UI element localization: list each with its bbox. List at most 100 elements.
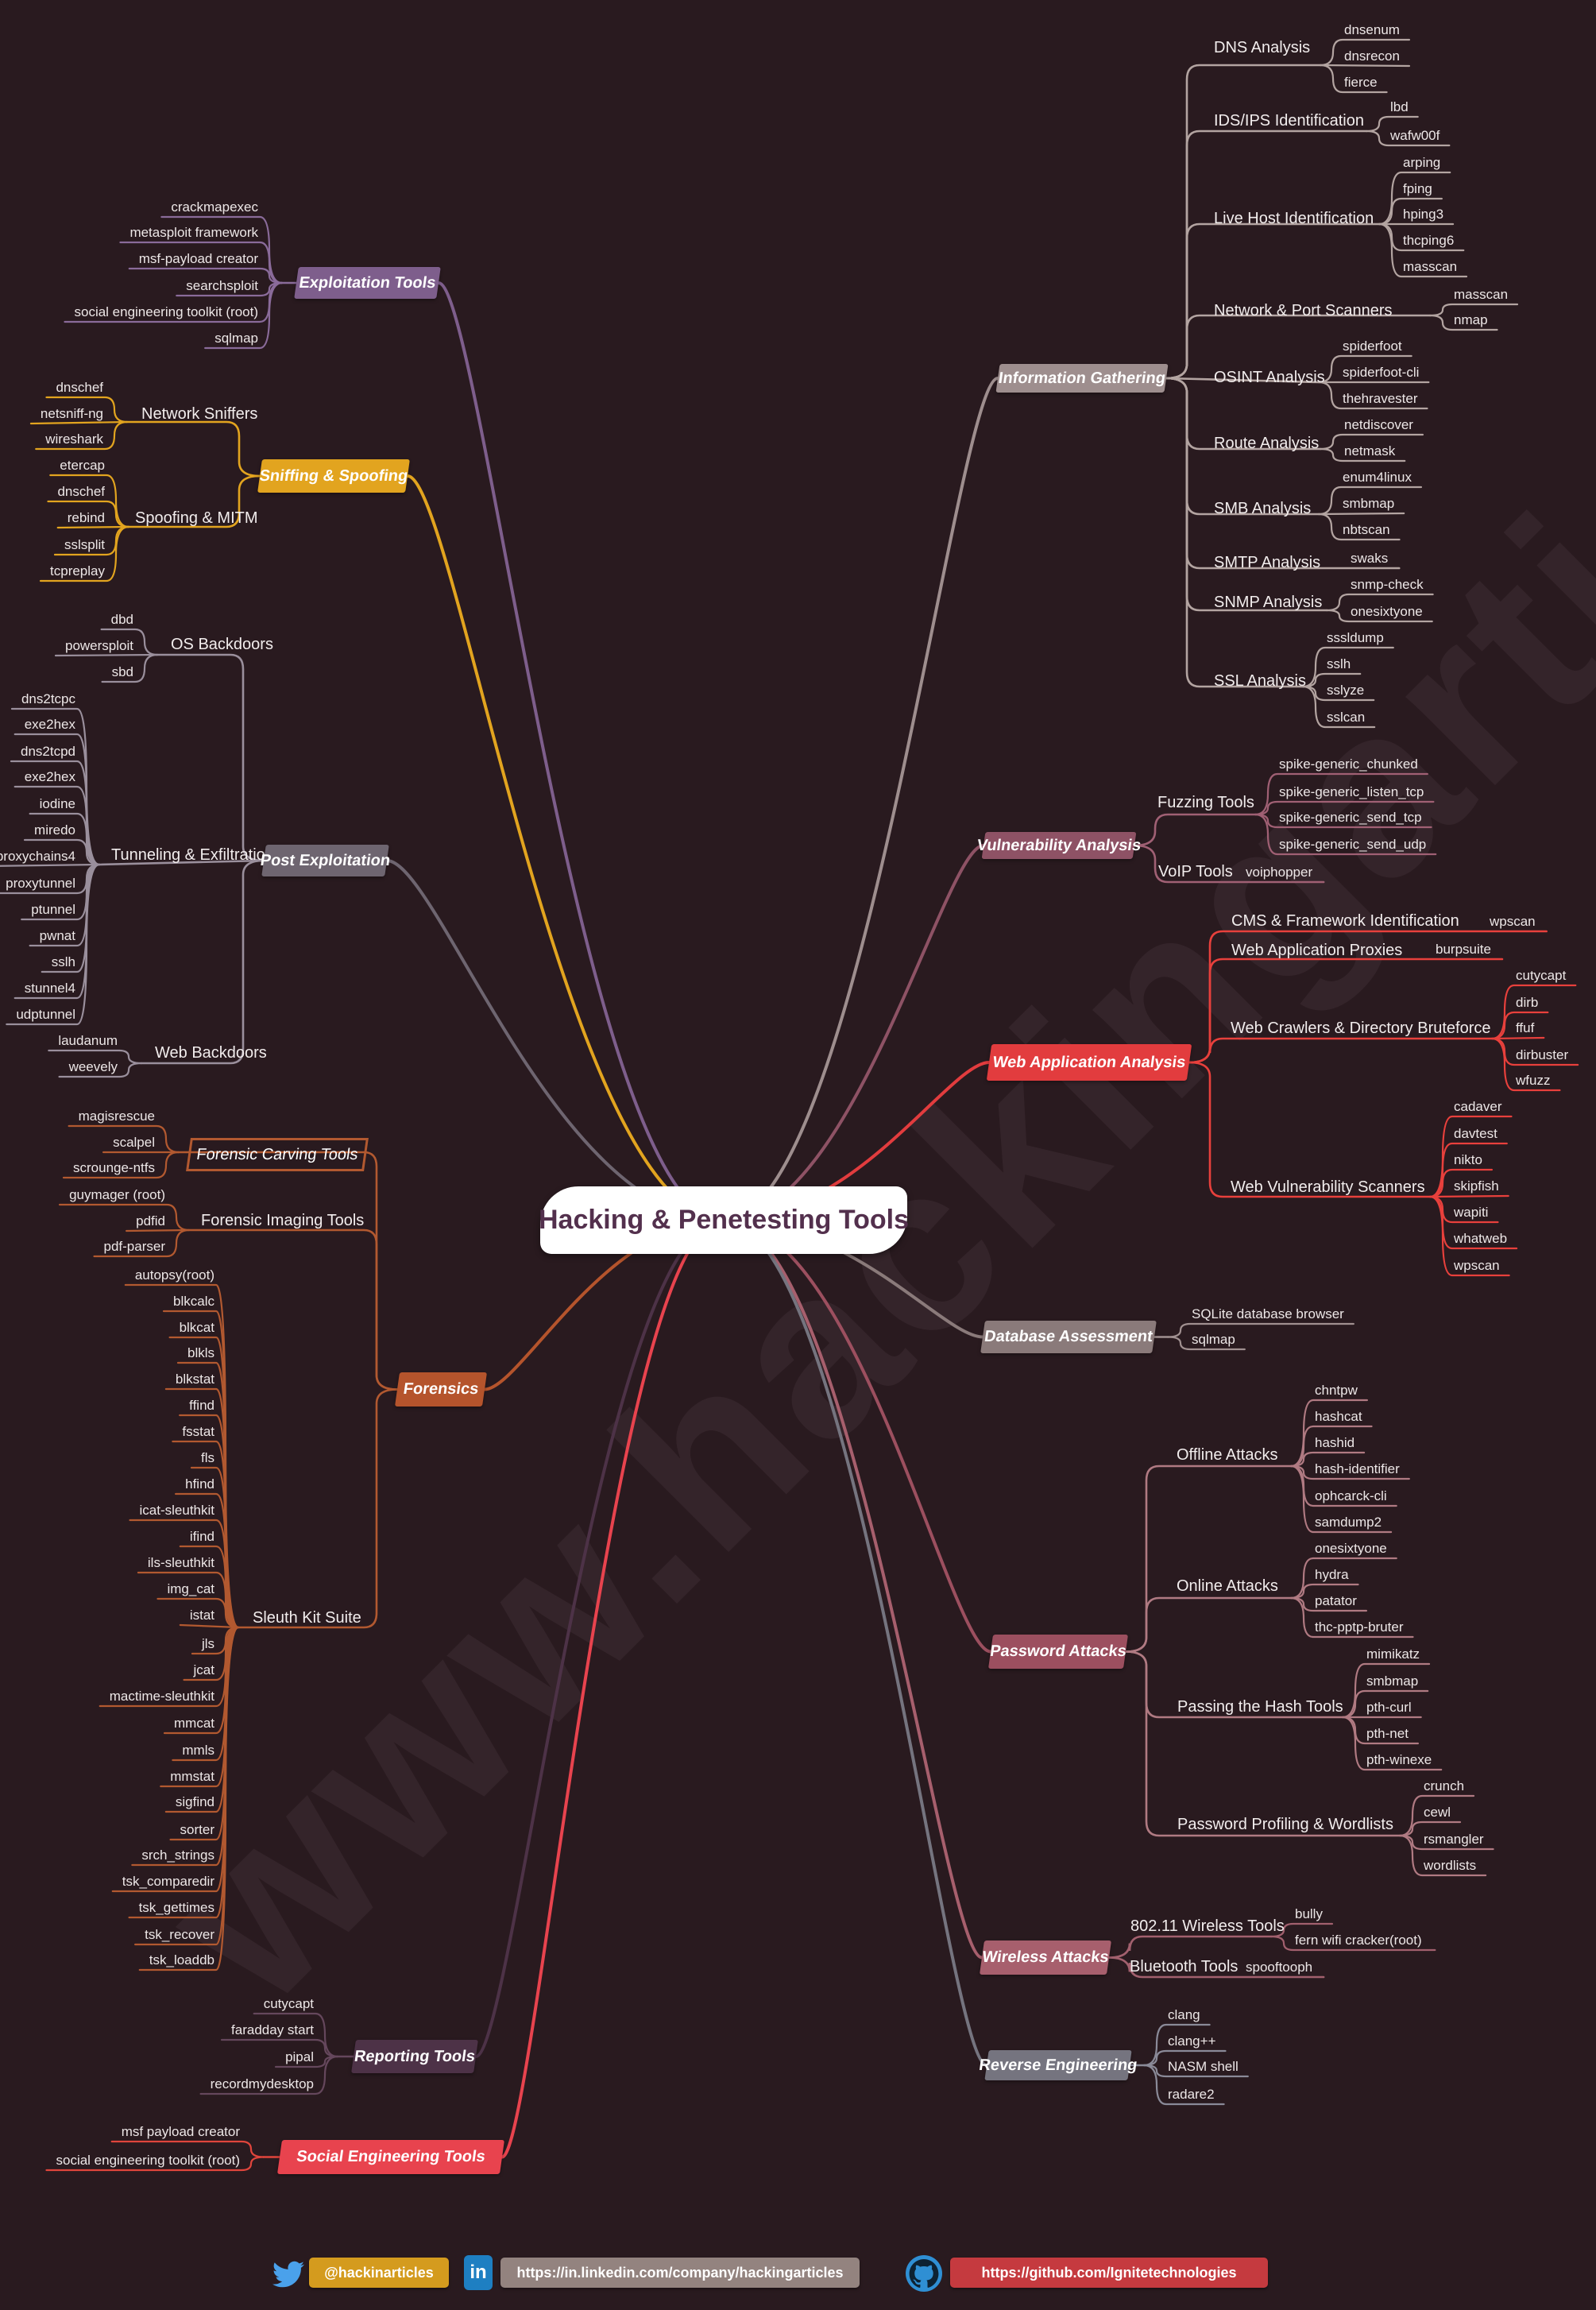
twitter-bird-icon[interactable] (272, 2258, 305, 2290)
group-label-web-vulnerability-scanners: Web Vulnerability Scanners (1231, 1178, 1425, 1196)
tool-label-cutycapt: cutycapt (263, 1996, 314, 2011)
branch-box-exploitation-tools: Exploitation Tools (294, 267, 441, 299)
group-label-passing-the-hash-tools: Passing the Hash Tools (1177, 1698, 1343, 1716)
group-label-live-host-identification: Live Host Identification (1214, 210, 1374, 227)
tool-label-pth-net: pth-net (1366, 1726, 1409, 1741)
tool-label-sigfind: sigfind (175, 1794, 214, 1809)
tool-label-nmap: nmap (1454, 312, 1488, 327)
tool-label-magisrescue: magisrescue (78, 1109, 155, 1124)
group-label-802-11-wireless-tools: 802.11 Wireless Tools (1130, 1917, 1285, 1935)
tool-label-proxychains4: proxychains4 (0, 849, 76, 864)
group-label-smtp-analysis: SMTP Analysis (1214, 554, 1321, 571)
group-label-snmp-analysis: SNMP Analysis (1214, 594, 1323, 611)
tool-label-dnsenum: dnsenum (1344, 22, 1400, 37)
tool-label-dbd: dbd (110, 612, 133, 627)
tool-label-clang: clang++ (1168, 2033, 1216, 2049)
tool-label-sslh: sslh (51, 954, 75, 969)
tool-label-hping3: hping3 (1403, 207, 1444, 222)
branch-box-sniffing-spoofing: Sniffing & Spoofing (257, 459, 410, 493)
tool-label-scalpel: scalpel (113, 1135, 155, 1150)
tool-label-wapiti: wapiti (1454, 1205, 1489, 1220)
tool-label-msf-payload-creator: msf-payload creator (138, 251, 258, 266)
branch-box-web-application-analysis: Web Application Analysis (986, 1044, 1192, 1081)
tool-label-fierce: fierce (1344, 75, 1378, 90)
tool-label-blkstat: blkstat (175, 1372, 214, 1387)
tool-label-sssldump: sssldump (1327, 630, 1384, 645)
tool-label-social-engineering-toolkit-root: social engineering toolkit (root) (74, 304, 258, 319)
tool-label-nasm-shell: NASM shell (1168, 2059, 1239, 2074)
tool-label-onesixtyone: onesixtyone (1315, 1541, 1387, 1556)
tool-label-mimikatz: mimikatz (1366, 1646, 1420, 1662)
tool-label-pwnat: pwnat (39, 928, 75, 943)
tool-label-sslsplit: sslsplit (64, 537, 105, 552)
tool-label-weevely: weevely (68, 1059, 118, 1074)
tool-label-nikto: nikto (1454, 1152, 1482, 1167)
tool-label-blkls: blkls (187, 1345, 214, 1360)
tool-label-msf-payload-creator: msf payload creator (121, 2124, 240, 2139)
tool-label-hfind: hfind (185, 1476, 214, 1492)
tool-label-dns2tcpd: dns2tcpd (21, 744, 75, 759)
group-label-network-sniffers: Network Sniffers (141, 405, 258, 423)
tool-label-samdump2: samdump2 (1315, 1515, 1382, 1530)
group-label-sleuth-kit-suite: Sleuth Kit Suite (253, 1609, 361, 1627)
github-octocat-icon[interactable] (906, 2255, 942, 2292)
tool-label-icat-sleuthkit: icat-sleuthkit (139, 1503, 214, 1518)
tool-label-recordmydesktop: recordmydesktop (210, 2076, 314, 2091)
group-label-password-profiling-wordlists: Password Profiling & Wordlists (1177, 1816, 1393, 1833)
tool-label-thcping6: thcping6 (1403, 233, 1455, 248)
tool-label-lbd: lbd (1390, 99, 1409, 114)
linkedin-icon[interactable]: in (464, 2255, 493, 2290)
tool-label-smbmap: smbmap (1366, 1673, 1419, 1689)
tool-label-etercap: etercap (60, 458, 105, 473)
branch-box-social-engineering-tools: Social Engineering Tools (276, 2140, 505, 2174)
tool-label-mmstat: mmstat (170, 1769, 214, 1784)
tool-label-radare2: radare2 (1168, 2087, 1215, 2102)
group-label-forensic-imaging-tools: Forensic Imaging Tools (201, 1212, 365, 1229)
tool-label-onesixtyone: onesixtyone (1351, 604, 1423, 619)
tool-label-laudanum: laudanum (58, 1033, 118, 1048)
tool-label-sslcan: sslcan (1327, 710, 1366, 725)
tool-label-sqlite-database-browser: SQLite database browser (1192, 1306, 1344, 1321)
tool-label-tsk-gettimes: tsk_gettimes (138, 1900, 214, 1915)
tool-label-dnschef: dnschef (56, 380, 103, 395)
group-label-online-attacks: Online Attacks (1177, 1577, 1278, 1595)
tool-label-ptunnel: ptunnel (31, 902, 75, 917)
tool-label-davtest: davtest (1454, 1126, 1497, 1141)
tool-label-sorter: sorter (180, 1822, 214, 1837)
tool-label-dns2tcpc: dns2tcpc (21, 691, 75, 706)
group-label-route-analysis: Route Analysis (1214, 435, 1320, 452)
tool-label-stunnel4: stunnel4 (24, 981, 75, 996)
tool-label-pdf-parser: pdf-parser (103, 1239, 165, 1254)
tool-label-rsmangler: rsmangler (1424, 1832, 1484, 1847)
group-label-tunneling-exfiltration: Tunneling & Exfiltration (111, 846, 274, 864)
tool-label-pth-winexe: pth-winexe (1366, 1752, 1432, 1767)
tool-label-crunch: crunch (1424, 1778, 1465, 1793)
tool-label-netsniff-ng: netsniff-ng (40, 406, 103, 421)
tool-label-burpsuite: burpsuite (1436, 942, 1491, 957)
twitter-handle-badge[interactable]: @hackinarticles (309, 2258, 449, 2288)
branch-box-forensics: Forensics (394, 1372, 488, 1407)
tool-label-netmask: netmask (1344, 443, 1396, 459)
tool-label-bully: bully (1295, 1906, 1323, 1921)
tool-label-crackmapexec: crackmapexec (171, 199, 258, 215)
group-label-smb-analysis: SMB Analysis (1214, 500, 1312, 517)
tool-label-spiderfoot: spiderfoot (1343, 339, 1402, 354)
tool-label-fsstat: fsstat (182, 1424, 214, 1439)
tool-label-patator: patator (1315, 1593, 1357, 1608)
linkedin-url-badge[interactable]: https://in.linkedin.com/company/hackinga… (500, 2258, 860, 2288)
branch-box-wireless-attacks: Wireless Attacks (979, 1940, 1112, 1975)
tool-label-smbmap: smbmap (1343, 496, 1395, 511)
tool-label-proxytunnel: proxytunnel (6, 876, 75, 891)
group-label-dns-analysis: DNS Analysis (1214, 39, 1311, 56)
tool-label-metasploit-framework: metasploit framework (129, 225, 258, 240)
tool-label-masscan: masscan (1454, 287, 1509, 302)
group-label-osint-analysis: OSINT Analysis (1214, 369, 1325, 386)
tool-label-exe2hex: exe2hex (24, 717, 75, 732)
tool-label-ils-sleuthkit: ils-sleuthkit (147, 1555, 214, 1570)
github-url-badge[interactable]: https://github.com/Ignitetechnologies (950, 2258, 1268, 2288)
branch-box-reporting-tools: Reporting Tools (351, 2040, 478, 2073)
tool-label-fping: fping (1403, 181, 1432, 196)
tool-label-tsk-recover: tsk_recover (145, 1927, 214, 1942)
group-label-offline-attacks: Offline Attacks (1177, 1446, 1278, 1464)
group-label-ids-ips-identification: IDS/IPS Identification (1214, 112, 1364, 130)
